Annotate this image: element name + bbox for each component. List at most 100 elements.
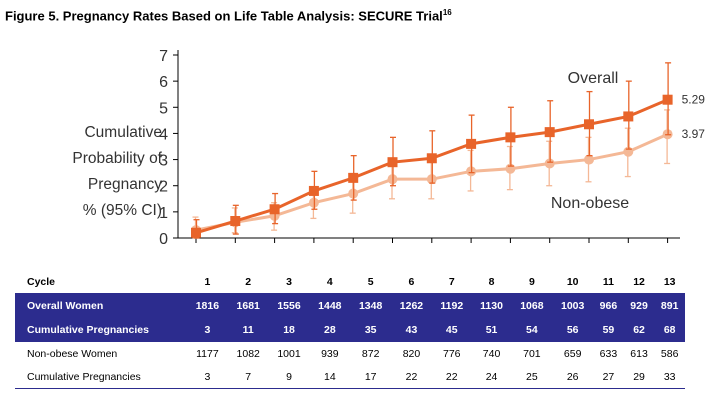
- x-axis-label: Cycle: [15, 270, 187, 294]
- overall-marker: [191, 227, 201, 238]
- nonobese-marker: [584, 154, 594, 165]
- overall-marker: [230, 216, 241, 227]
- row-label: Cumulative Pregnancies: [15, 317, 187, 342]
- x-tick-label: 2: [227, 270, 269, 294]
- overall-marker: [269, 204, 280, 215]
- x-tick-label: 3: [268, 270, 310, 294]
- x-tick-label: 7: [431, 270, 472, 294]
- overall-marker: [348, 172, 359, 183]
- table-cell: 1082: [227, 341, 269, 365]
- table-cell: 1192: [431, 293, 472, 318]
- x-tick-label: 6: [391, 270, 432, 294]
- table-cell: 966: [593, 293, 624, 318]
- table-cell: 29: [623, 365, 655, 389]
- table-cell: 59: [593, 317, 624, 342]
- x-tick-label: 1: [187, 270, 228, 294]
- overall-marker: [544, 127, 555, 138]
- x-tick-label: 5: [350, 270, 392, 294]
- table-cell: 22: [391, 365, 432, 389]
- table-cell: 1001: [268, 341, 310, 365]
- table-cell: 14: [309, 365, 351, 389]
- row-label: Overall Women: [15, 293, 187, 318]
- figure-reference: 16: [442, 8, 452, 17]
- row-label: Non-obese Women: [15, 341, 187, 365]
- table-cell: 3: [187, 365, 228, 389]
- table-cell: 54: [511, 317, 553, 342]
- x-tick-label: 8: [471, 270, 512, 294]
- table-cell: 43: [391, 317, 432, 342]
- table-cell: 1681: [227, 293, 269, 318]
- table-cell: 1556: [268, 293, 310, 318]
- overall-marker: [623, 111, 634, 122]
- table-cell: 929: [623, 293, 655, 318]
- x-tick-label: 10: [552, 270, 594, 294]
- x-tick-label: 13: [654, 270, 685, 294]
- x-tick-label: 12: [623, 270, 655, 294]
- overall-marker: [466, 138, 477, 149]
- table-cell: 22: [431, 365, 472, 389]
- table-cell: 1003: [552, 293, 594, 318]
- overall-series-label: Overall: [568, 70, 619, 87]
- overall-marker: [426, 153, 437, 164]
- table-cell: 613: [623, 341, 655, 365]
- y-tick-label: 5: [159, 100, 168, 117]
- table-cell: 62: [623, 317, 655, 342]
- table-cell: 27: [593, 365, 624, 389]
- table-row: Cumulative Pregnancies 3 11 18 28 35 43 45 51 54 5…: [15, 317, 685, 342]
- table-cell: 820: [391, 341, 432, 365]
- table-cell: 891: [654, 293, 685, 318]
- line-chart: 0 1 2 3 4 5 6 7 3.97 Non-obese 5.29 Overall: [159, 48, 706, 248]
- table-row: Non-obese Women 1177 1082 1001 939 872 820 776 7…: [15, 341, 685, 365]
- table-cell: 872: [350, 341, 392, 365]
- overall-end-value-label: 5.29: [682, 93, 706, 107]
- table-cell: 1068: [511, 293, 553, 318]
- y-tick-label: 4: [159, 126, 168, 143]
- figure-title-text: Figure 5. Pregnancy Rates Based on Life …: [5, 8, 443, 24]
- x-tick-label: 4: [309, 270, 351, 294]
- row-label: Cumulative Pregnancies: [15, 365, 187, 389]
- table-cell: 776: [431, 341, 472, 365]
- table-cell: 51: [471, 317, 512, 342]
- table-cell: 1348: [350, 293, 392, 318]
- table-header-row: Cycle 1 2 3 4 5 6 7 8 9 10 11 12 13: [15, 270, 685, 294]
- table-cell: 7: [227, 365, 269, 389]
- table-cell: 45: [431, 317, 472, 342]
- table-cell: 3: [187, 317, 228, 342]
- y-tick-label: 1: [159, 205, 168, 222]
- table-cell: 586: [654, 341, 685, 365]
- table-cell: 740: [471, 341, 512, 365]
- table-cell: 939: [309, 341, 351, 365]
- overall-marker: [387, 157, 398, 168]
- overall-marker: [662, 94, 673, 105]
- y-axis-label-line: Probability of: [72, 150, 162, 167]
- table-cell: 1262: [391, 293, 432, 318]
- table-cell: 701: [511, 341, 553, 365]
- y-tick-label: 6: [159, 74, 168, 91]
- table-cell: 28: [309, 317, 351, 342]
- table-row: Overall Women 1816 1681 1556 1448 1348 1262 119…: [15, 293, 685, 318]
- overall-marker: [505, 132, 516, 143]
- y-axis-label-line: Cumulative: [84, 124, 162, 141]
- table-cell: 18: [268, 317, 310, 342]
- table-cell: 11: [227, 317, 269, 342]
- table-cell: 1448: [309, 293, 351, 318]
- overall-marker: [308, 185, 319, 196]
- y-axis-label: Cumulative Probability of Pregnancy % (9…: [42, 120, 162, 224]
- y-tick-label: 0: [159, 231, 168, 248]
- y-axis-label-line: Pregnancy: [87, 176, 162, 193]
- x-tick-label: 11: [593, 270, 624, 294]
- table-cell: 9: [268, 365, 310, 389]
- table-cell: 659: [552, 341, 594, 365]
- table-cell: 24: [471, 365, 512, 389]
- table-cell: 33: [654, 365, 685, 389]
- y-tick-label: 7: [159, 48, 168, 65]
- table-cell: 1177: [187, 341, 228, 365]
- table-cell: 35: [350, 317, 392, 342]
- nonobese-marker: [544, 158, 555, 169]
- table-cell: 1816: [187, 293, 228, 318]
- table-cell: 1130: [471, 293, 512, 318]
- table-cell: 56: [552, 317, 594, 342]
- table-cell: 633: [593, 341, 624, 365]
- table-cell: 68: [654, 317, 685, 342]
- y-axis-label-line: % (95% CI): [82, 202, 162, 219]
